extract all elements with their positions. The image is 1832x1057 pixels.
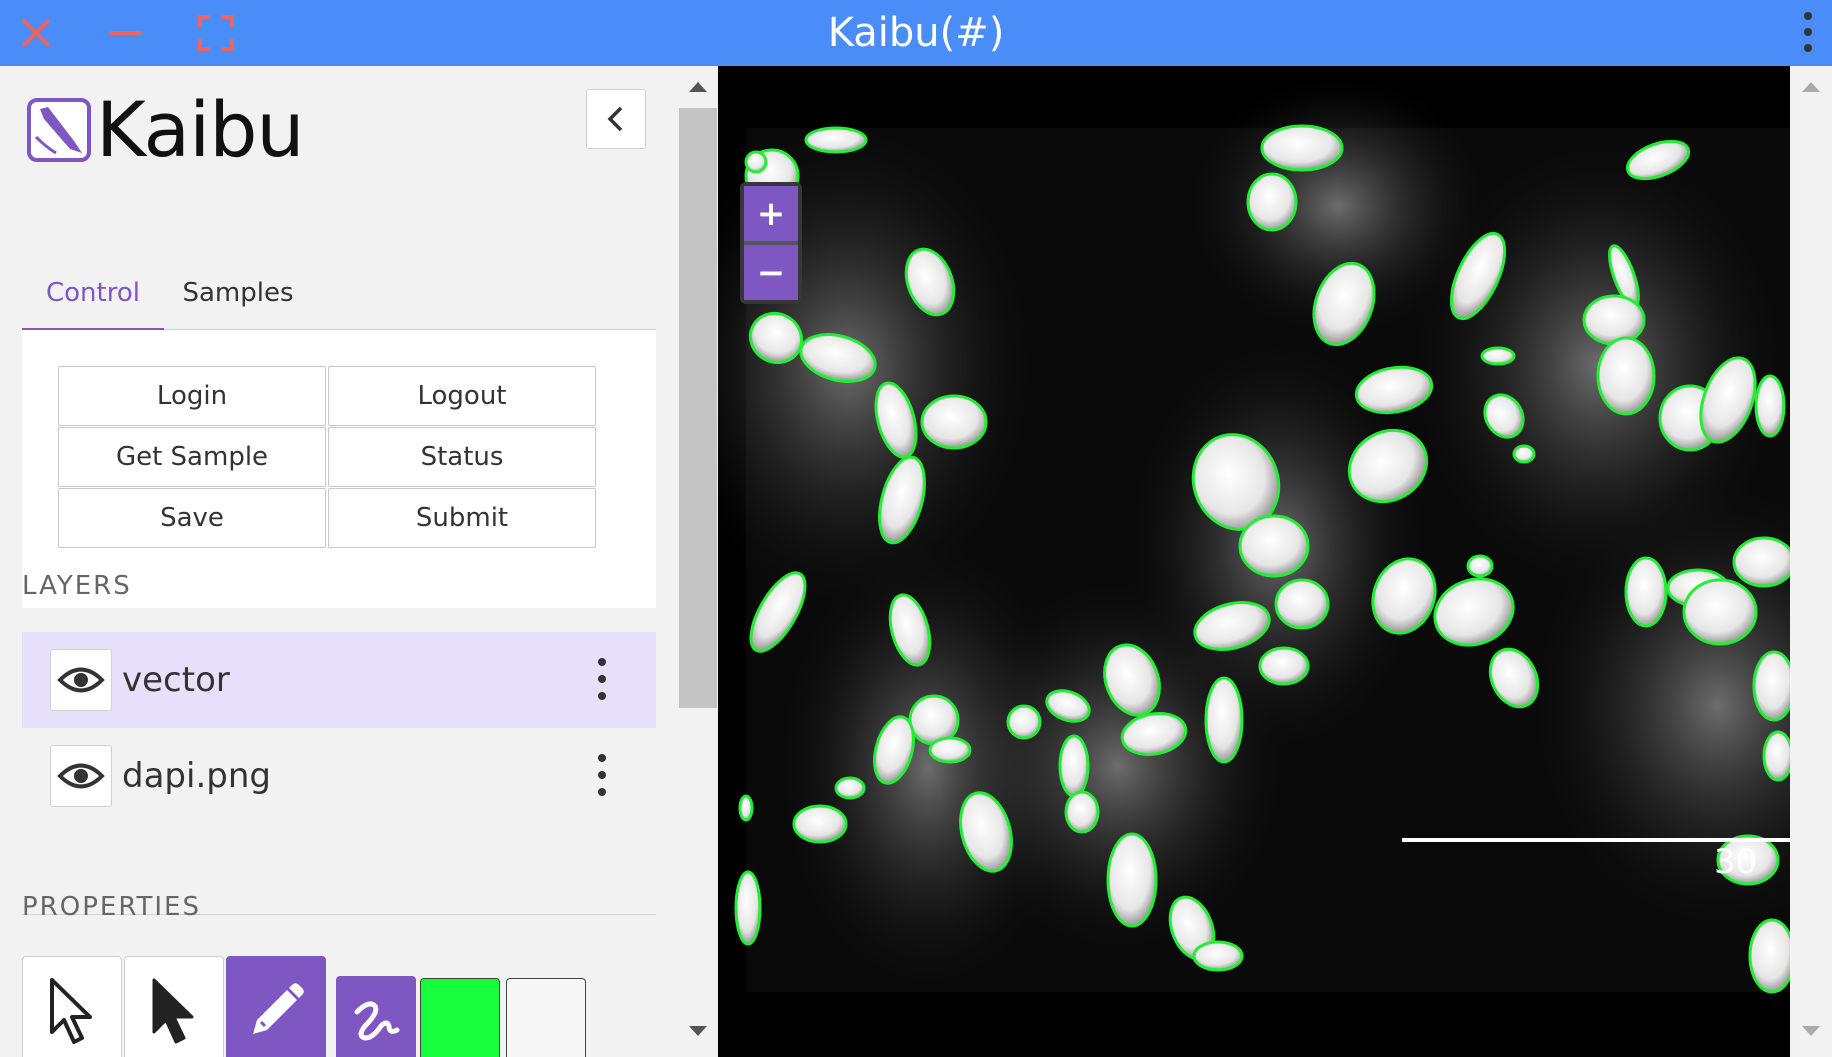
image-viewer[interactable] [718,66,1790,1057]
freehand-icon [354,1001,400,1041]
logout-button[interactable]: Logout [328,366,596,426]
scroll-up-icon[interactable] [1802,82,1820,92]
draw-tool-button[interactable] [226,956,326,1057]
layer-item-dapi[interactable]: dapi.png [22,728,656,824]
layers-heading: LAYERS [22,571,132,601]
login-button[interactable]: Login [58,366,326,426]
layer-name: dapi.png [122,756,271,796]
window-title: Kaibu(#) [827,10,1005,56]
sidebar: Kaibu Control Samples Login Logout Get S… [0,66,678,1057]
scroll-down-icon[interactable] [1802,1026,1820,1036]
kaibu-logo-icon [27,98,91,162]
chevron-left-icon [607,106,623,132]
divider [22,914,656,915]
zoom-out-button[interactable]: − [744,245,798,300]
freehand-tool-button[interactable] [336,976,416,1057]
move-tool-button[interactable] [124,956,224,1057]
close-window-button[interactable] [10,8,62,58]
properties-heading: PROPERTIES [22,892,201,922]
stroke-color-swatch[interactable] [420,978,500,1057]
sidebar-tabs: Control Samples [22,260,656,330]
close-icon [21,18,51,48]
maximize-window-button[interactable] [190,8,242,58]
tab-control[interactable]: Control [22,278,164,330]
viewer-scrollbar[interactable] [1790,66,1832,1057]
window-menu-icon[interactable] [1802,12,1814,52]
app-logo: Kaibu [26,85,305,174]
sidebar-scroll-thumb[interactable] [679,108,717,708]
eye-icon [57,763,105,789]
layer-menu-icon[interactable] [596,658,608,700]
zoom-in-button[interactable]: + [744,186,798,241]
submit-button[interactable]: Submit [328,488,596,548]
scale-bar-label: 30 [1714,842,1758,882]
minimize-window-button[interactable] [100,8,152,58]
get-sample-button[interactable]: Get Sample [58,427,326,487]
pencil-icon [253,983,304,1034]
fullscreen-icon [198,15,234,51]
layer-item-vector[interactable]: vector [22,632,656,728]
save-button[interactable]: Save [58,488,326,548]
control-panel: Login Logout Get Sample Status Save Subm… [22,330,656,608]
select-outline-icon [50,978,92,1044]
fill-color-swatch[interactable] [506,978,586,1057]
select-filled-icon [152,978,194,1044]
zoom-controls: + − [740,182,802,304]
layer-name: vector [122,660,230,700]
scroll-down-icon[interactable] [689,1026,707,1036]
status-button[interactable]: Status [328,427,596,487]
microscopy-image [718,66,1790,1006]
tab-samples[interactable]: Samples [182,278,294,308]
toggle-visibility-button[interactable] [50,745,112,807]
app-name: Kaibu [96,85,305,174]
minimize-icon [110,31,142,35]
eye-icon [57,667,105,693]
toggle-visibility-button[interactable] [50,649,112,711]
collapse-sidebar-button[interactable] [586,89,646,149]
scroll-up-icon[interactable] [689,82,707,92]
title-bar: Kaibu(#) [0,0,1832,66]
select-tool-button[interactable] [22,956,122,1057]
layer-menu-icon[interactable] [596,754,608,796]
